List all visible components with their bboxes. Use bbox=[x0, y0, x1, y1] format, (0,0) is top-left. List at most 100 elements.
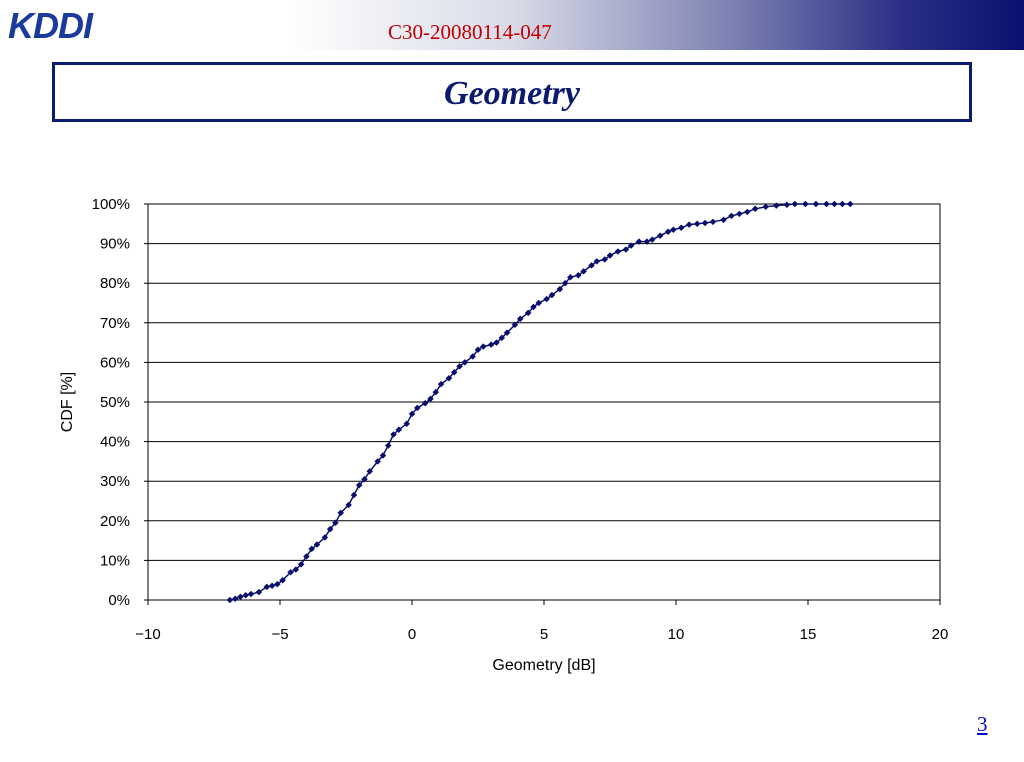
data-point bbox=[498, 334, 506, 342]
x-tick-label: 15 bbox=[800, 626, 817, 643]
y-tick-label: 90% bbox=[100, 236, 130, 253]
y-tick-label: 80% bbox=[100, 275, 130, 292]
data-point bbox=[580, 267, 587, 275]
data-point bbox=[743, 208, 751, 216]
data-point bbox=[493, 339, 500, 346]
y-tick-label: 40% bbox=[100, 434, 130, 451]
data-point bbox=[474, 346, 482, 354]
data-point bbox=[384, 442, 392, 449]
data-point bbox=[279, 576, 286, 584]
data-point bbox=[772, 202, 780, 209]
data-point bbox=[361, 475, 368, 483]
data-point bbox=[627, 242, 635, 249]
data-point bbox=[677, 224, 685, 232]
data-point bbox=[355, 481, 363, 489]
data-point bbox=[823, 200, 830, 208]
x-tick-label: 5 bbox=[540, 626, 548, 643]
data-point bbox=[643, 238, 651, 245]
data-point bbox=[709, 218, 717, 226]
y-tick-label: 70% bbox=[100, 315, 130, 332]
data-point bbox=[321, 534, 329, 541]
data-point bbox=[728, 212, 735, 220]
data-point bbox=[297, 561, 305, 568]
data-point bbox=[479, 343, 487, 350]
y-tick-label: 0% bbox=[108, 592, 130, 609]
data-point bbox=[308, 545, 316, 553]
data-point bbox=[567, 273, 574, 281]
data-point bbox=[574, 271, 582, 279]
data-point bbox=[831, 200, 838, 208]
y-tick-label: 60% bbox=[100, 354, 130, 371]
logo-text: KDDI bbox=[8, 6, 94, 44]
data-point bbox=[622, 246, 630, 253]
data-point bbox=[421, 399, 429, 407]
data-point bbox=[469, 353, 477, 360]
data-point bbox=[670, 226, 677, 234]
data-point bbox=[350, 491, 358, 499]
data-point bbox=[450, 368, 458, 376]
page-number-link[interactable]: 3 bbox=[977, 712, 988, 736]
x-tick-label: −10 bbox=[135, 626, 160, 643]
data-point bbox=[593, 258, 601, 265]
data-point bbox=[693, 220, 701, 228]
data-point bbox=[268, 582, 276, 590]
data-point bbox=[487, 341, 495, 348]
data-point bbox=[427, 395, 434, 403]
data-point bbox=[432, 388, 440, 396]
data-point bbox=[556, 285, 564, 293]
data-point bbox=[588, 262, 595, 269]
data-point bbox=[548, 291, 556, 299]
data-point bbox=[535, 299, 543, 307]
data-point bbox=[601, 256, 609, 263]
x-tick-label: −5 bbox=[271, 626, 288, 643]
data-point bbox=[762, 203, 770, 211]
data-point bbox=[403, 420, 411, 428]
data-point bbox=[614, 248, 622, 255]
header-band bbox=[0, 0, 1024, 50]
y-tick-label: 50% bbox=[100, 394, 130, 411]
data-point bbox=[332, 519, 339, 527]
data-point bbox=[263, 583, 271, 591]
data-point bbox=[461, 359, 469, 366]
data-point bbox=[395, 426, 403, 434]
data-point bbox=[720, 216, 727, 224]
x-tick-label: 10 bbox=[668, 626, 685, 643]
data-point bbox=[685, 221, 693, 228]
document-id: C30-20080114-047 bbox=[388, 20, 552, 44]
data-point bbox=[237, 593, 244, 601]
data-point bbox=[242, 591, 250, 599]
data-point bbox=[379, 452, 387, 459]
data-point bbox=[303, 553, 310, 560]
x-axis-label: Geometry [dB] bbox=[492, 657, 595, 674]
data-point bbox=[635, 238, 643, 245]
data-point bbox=[802, 200, 809, 208]
data-point bbox=[326, 525, 334, 533]
data-point bbox=[337, 509, 345, 517]
data-point bbox=[287, 568, 294, 576]
data-point bbox=[783, 201, 791, 209]
data-point bbox=[530, 303, 537, 311]
data-point bbox=[374, 458, 382, 465]
data-point bbox=[408, 410, 416, 418]
data-point bbox=[561, 279, 569, 287]
data-point bbox=[255, 588, 263, 596]
data-point bbox=[390, 431, 397, 438]
data-point bbox=[503, 329, 511, 337]
data-point bbox=[456, 363, 463, 370]
data-point bbox=[701, 219, 709, 227]
data-point bbox=[313, 541, 321, 548]
data-point bbox=[664, 228, 672, 236]
data-point bbox=[345, 501, 352, 509]
data-point bbox=[812, 200, 820, 208]
data-point bbox=[445, 374, 453, 382]
data-point bbox=[247, 590, 255, 598]
data-point bbox=[511, 321, 519, 329]
y-tick-label: 100% bbox=[92, 196, 130, 213]
data-point bbox=[736, 210, 743, 218]
title-box: Geometry bbox=[52, 62, 972, 122]
kddi-logo: KDDI bbox=[8, 6, 95, 44]
data-point bbox=[791, 200, 799, 208]
data-point bbox=[543, 295, 550, 303]
data-point bbox=[524, 309, 532, 317]
